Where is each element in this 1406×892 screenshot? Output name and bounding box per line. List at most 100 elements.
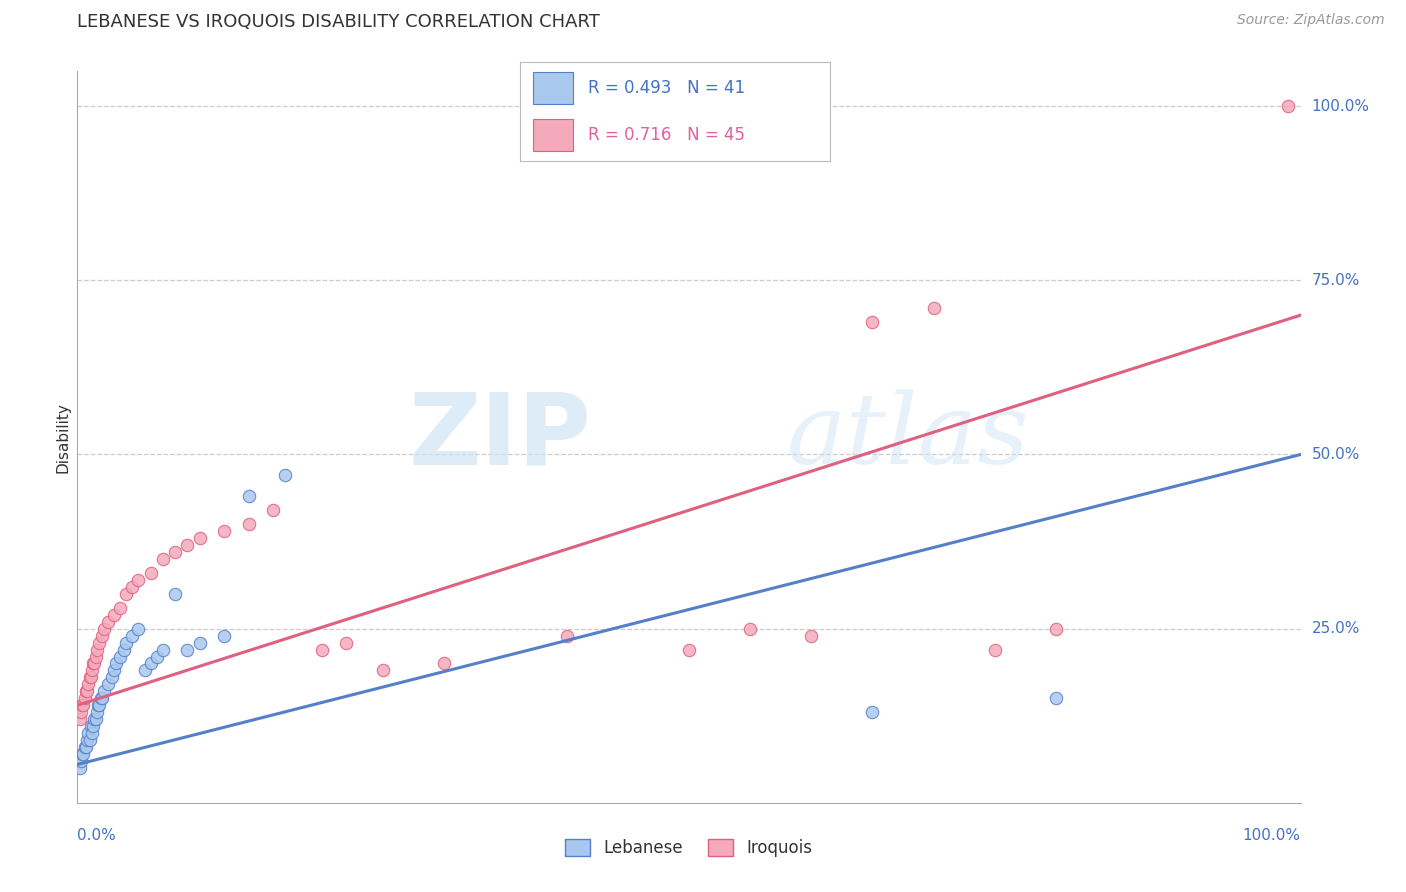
Point bbox=[83, 712, 105, 726]
Point bbox=[80, 670, 103, 684]
FancyBboxPatch shape bbox=[533, 72, 572, 103]
Point bbox=[93, 622, 115, 636]
Point bbox=[89, 635, 111, 649]
Text: ZIP: ZIP bbox=[408, 389, 591, 485]
Point bbox=[740, 622, 762, 636]
Text: 25.0%: 25.0% bbox=[1312, 621, 1360, 636]
Point bbox=[103, 607, 125, 622]
Text: 50.0%: 50.0% bbox=[1312, 447, 1360, 462]
Y-axis label: Disability: Disability bbox=[55, 401, 70, 473]
Point bbox=[108, 649, 131, 664]
Point bbox=[69, 712, 91, 726]
Point bbox=[212, 524, 235, 538]
Point bbox=[73, 691, 96, 706]
Point bbox=[72, 747, 94, 761]
Point bbox=[90, 629, 112, 643]
Point bbox=[134, 664, 156, 678]
Point bbox=[103, 664, 125, 678]
Point bbox=[274, 468, 297, 483]
Text: R = 0.716   N = 45: R = 0.716 N = 45 bbox=[588, 126, 745, 144]
Point bbox=[97, 677, 120, 691]
Point bbox=[84, 712, 107, 726]
Point bbox=[80, 726, 103, 740]
Point bbox=[176, 538, 198, 552]
Point bbox=[105, 657, 128, 671]
Point bbox=[165, 545, 187, 559]
Point bbox=[188, 635, 211, 649]
Point bbox=[165, 587, 187, 601]
Point bbox=[75, 740, 97, 755]
Point bbox=[555, 629, 578, 643]
Point bbox=[1277, 99, 1299, 113]
Text: LEBANESE VS IROQUOIS DISABILITY CORRELATION CHART: LEBANESE VS IROQUOIS DISABILITY CORRELAT… bbox=[77, 13, 600, 31]
Point bbox=[97, 615, 120, 629]
Point bbox=[79, 670, 101, 684]
Point bbox=[127, 622, 149, 636]
Point bbox=[1045, 691, 1067, 706]
Point bbox=[90, 691, 112, 706]
Point bbox=[311, 642, 333, 657]
Point bbox=[93, 684, 115, 698]
Point bbox=[152, 552, 174, 566]
Text: Source: ZipAtlas.com: Source: ZipAtlas.com bbox=[1237, 13, 1385, 28]
Point bbox=[262, 503, 284, 517]
Point bbox=[188, 531, 211, 545]
Point bbox=[80, 719, 103, 733]
Point bbox=[79, 733, 101, 747]
Point bbox=[82, 719, 104, 733]
Point bbox=[89, 698, 111, 713]
Point bbox=[335, 635, 357, 649]
Point bbox=[152, 642, 174, 657]
Point bbox=[176, 642, 198, 657]
Point bbox=[922, 301, 945, 316]
Point bbox=[83, 657, 105, 671]
Point bbox=[84, 649, 107, 664]
Point bbox=[72, 698, 94, 713]
Point bbox=[800, 629, 823, 643]
Text: R = 0.493   N = 41: R = 0.493 N = 41 bbox=[588, 79, 745, 97]
Point bbox=[80, 664, 103, 678]
Point bbox=[139, 657, 162, 671]
Point bbox=[86, 642, 108, 657]
Point bbox=[121, 629, 143, 643]
Point bbox=[115, 635, 138, 649]
Text: 100.0%: 100.0% bbox=[1312, 99, 1369, 113]
Point bbox=[76, 733, 98, 747]
Point bbox=[70, 698, 93, 713]
Point bbox=[115, 587, 138, 601]
Point bbox=[82, 657, 104, 671]
Point bbox=[70, 705, 93, 719]
Point bbox=[862, 705, 884, 719]
Legend: Lebanese, Iroquois: Lebanese, Iroquois bbox=[558, 832, 820, 864]
Point bbox=[238, 489, 260, 503]
Text: 75.0%: 75.0% bbox=[1312, 273, 1360, 288]
Point bbox=[238, 517, 260, 532]
Point bbox=[862, 315, 884, 329]
Point bbox=[69, 761, 91, 775]
Point bbox=[90, 691, 112, 706]
Point bbox=[433, 657, 456, 671]
Point bbox=[212, 629, 235, 643]
Point bbox=[139, 566, 162, 580]
Point bbox=[146, 649, 169, 664]
Point bbox=[371, 664, 394, 678]
Point bbox=[87, 698, 110, 713]
Point bbox=[121, 580, 143, 594]
Point bbox=[86, 705, 108, 719]
FancyBboxPatch shape bbox=[533, 120, 572, 151]
Point bbox=[112, 642, 135, 657]
Text: atlas: atlas bbox=[787, 390, 1029, 484]
Point bbox=[77, 677, 100, 691]
Point bbox=[108, 600, 131, 615]
Point bbox=[70, 747, 93, 761]
Text: 100.0%: 100.0% bbox=[1243, 828, 1301, 843]
Point bbox=[127, 573, 149, 587]
Point bbox=[100, 670, 122, 684]
Point bbox=[77, 726, 100, 740]
Point bbox=[984, 642, 1007, 657]
Point bbox=[678, 642, 700, 657]
Text: 0.0%: 0.0% bbox=[77, 828, 117, 843]
Point bbox=[1045, 622, 1067, 636]
Point bbox=[76, 684, 98, 698]
Point bbox=[75, 684, 97, 698]
